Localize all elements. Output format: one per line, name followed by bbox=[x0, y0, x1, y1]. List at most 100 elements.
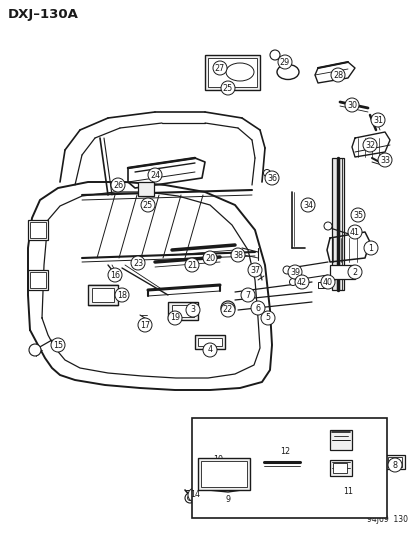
Circle shape bbox=[260, 311, 274, 325]
Bar bbox=[387, 457, 401, 467]
Text: 4: 4 bbox=[207, 345, 212, 354]
Circle shape bbox=[387, 458, 401, 472]
Text: 23: 23 bbox=[133, 259, 143, 268]
Bar bbox=[329, 265, 354, 279]
Circle shape bbox=[185, 303, 199, 317]
Text: 8: 8 bbox=[392, 461, 396, 470]
Text: 35: 35 bbox=[352, 211, 362, 220]
Circle shape bbox=[264, 171, 278, 185]
Bar bbox=[384, 455, 404, 469]
Circle shape bbox=[300, 198, 314, 212]
Text: 22: 22 bbox=[222, 305, 233, 314]
Bar bbox=[329, 430, 351, 450]
Text: 5: 5 bbox=[265, 313, 270, 322]
Text: 20: 20 bbox=[204, 254, 214, 262]
Circle shape bbox=[287, 265, 301, 279]
Text: 12: 12 bbox=[279, 448, 290, 456]
Circle shape bbox=[230, 248, 244, 262]
Text: 33: 33 bbox=[379, 156, 389, 165]
Text: 19: 19 bbox=[169, 313, 180, 322]
Bar bbox=[171, 305, 194, 317]
Circle shape bbox=[250, 301, 264, 315]
Circle shape bbox=[320, 275, 334, 289]
Text: 29: 29 bbox=[279, 58, 290, 67]
Circle shape bbox=[138, 318, 152, 332]
Bar bbox=[28, 220, 48, 240]
Circle shape bbox=[340, 436, 354, 450]
Text: 34: 34 bbox=[302, 200, 312, 209]
Bar bbox=[30, 222, 46, 238]
Circle shape bbox=[221, 493, 235, 507]
Bar bbox=[204, 55, 259, 90]
Text: 14: 14 bbox=[190, 490, 199, 499]
Text: 11: 11 bbox=[342, 488, 352, 497]
Bar bbox=[30, 272, 46, 288]
Text: 38: 38 bbox=[233, 251, 242, 260]
Circle shape bbox=[347, 225, 361, 239]
Text: 32: 32 bbox=[364, 141, 374, 149]
Bar bbox=[138, 182, 154, 196]
Circle shape bbox=[185, 258, 199, 272]
Circle shape bbox=[377, 153, 391, 167]
Circle shape bbox=[142, 200, 153, 210]
Bar bbox=[331, 158, 343, 290]
Bar bbox=[197, 458, 249, 490]
Circle shape bbox=[202, 343, 216, 357]
Circle shape bbox=[202, 251, 216, 265]
Circle shape bbox=[131, 256, 145, 270]
Circle shape bbox=[263, 169, 270, 176]
Circle shape bbox=[115, 288, 129, 302]
Circle shape bbox=[289, 279, 296, 286]
Text: 9: 9 bbox=[225, 496, 230, 505]
Bar bbox=[92, 288, 114, 302]
Circle shape bbox=[221, 301, 235, 315]
Bar bbox=[207, 58, 256, 87]
Bar bbox=[28, 270, 48, 290]
Circle shape bbox=[141, 198, 154, 212]
Text: 27: 27 bbox=[214, 63, 225, 72]
Text: 25: 25 bbox=[222, 84, 233, 93]
Bar bbox=[168, 302, 197, 320]
Circle shape bbox=[344, 98, 358, 112]
Circle shape bbox=[29, 344, 41, 356]
Bar bbox=[195, 335, 224, 349]
Text: 31: 31 bbox=[372, 116, 382, 125]
Circle shape bbox=[269, 50, 279, 60]
Circle shape bbox=[211, 453, 224, 467]
Circle shape bbox=[362, 138, 376, 152]
Text: 37: 37 bbox=[249, 265, 259, 274]
Bar bbox=[317, 282, 325, 288]
Text: 25: 25 bbox=[142, 200, 153, 209]
Circle shape bbox=[147, 168, 161, 182]
Text: 94J69  130: 94J69 130 bbox=[366, 515, 407, 524]
Text: 36: 36 bbox=[266, 174, 276, 182]
Circle shape bbox=[212, 61, 226, 75]
Bar bbox=[197, 338, 221, 346]
Circle shape bbox=[370, 113, 384, 127]
Text: 28: 28 bbox=[332, 70, 342, 79]
Circle shape bbox=[188, 488, 202, 502]
Circle shape bbox=[277, 445, 291, 459]
Circle shape bbox=[247, 263, 261, 277]
Bar bbox=[332, 463, 346, 473]
Bar bbox=[329, 460, 351, 476]
Text: 17: 17 bbox=[140, 320, 150, 329]
Circle shape bbox=[282, 266, 290, 274]
Circle shape bbox=[240, 288, 254, 302]
Circle shape bbox=[51, 338, 65, 352]
Circle shape bbox=[363, 241, 377, 255]
Circle shape bbox=[323, 222, 331, 230]
Text: 15: 15 bbox=[53, 341, 63, 350]
Circle shape bbox=[185, 493, 195, 503]
Circle shape bbox=[347, 265, 361, 279]
Circle shape bbox=[277, 55, 291, 69]
Text: 40: 40 bbox=[322, 278, 332, 287]
Text: 18: 18 bbox=[117, 290, 127, 300]
Text: 21: 21 bbox=[187, 261, 197, 270]
Circle shape bbox=[340, 485, 354, 499]
Text: 39: 39 bbox=[289, 268, 299, 277]
Circle shape bbox=[168, 311, 182, 325]
Circle shape bbox=[221, 81, 235, 95]
Text: 41: 41 bbox=[349, 228, 359, 237]
Bar bbox=[88, 285, 118, 305]
